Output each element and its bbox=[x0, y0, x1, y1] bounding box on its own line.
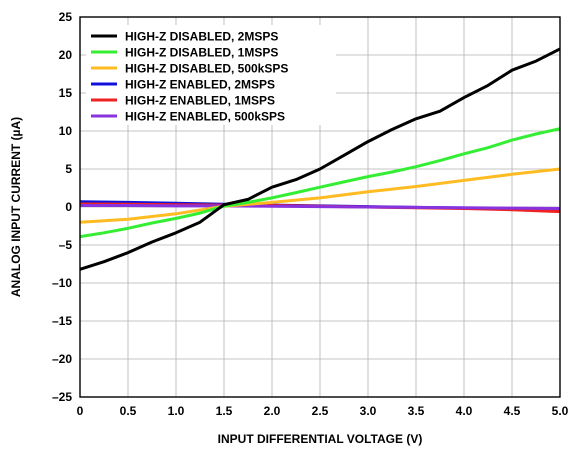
x-tick-label: 3.0 bbox=[360, 404, 377, 418]
x-tick-label: 4.0 bbox=[456, 404, 473, 418]
y-axis-title: ANALOG INPUT CURRENT (µA) bbox=[9, 117, 23, 297]
x-tick-label: 5.0 bbox=[552, 404, 569, 418]
x-axis-title: INPUT DIFFERENTIAL VOLTAGE (V) bbox=[218, 432, 423, 446]
x-tick-label: 0.5 bbox=[120, 404, 137, 418]
series-line bbox=[79, 47, 561, 271]
x-tick-label: 0 bbox=[77, 404, 84, 418]
series-line bbox=[79, 127, 561, 239]
y-tick-label: 0 bbox=[65, 200, 72, 214]
y-tick-label: 25 bbox=[59, 10, 73, 24]
y-tick-label: –15 bbox=[52, 314, 72, 328]
y-tick-label: 15 bbox=[59, 86, 73, 100]
series-lines bbox=[79, 47, 561, 271]
legend-background bbox=[86, 25, 336, 125]
y-tick-label: 20 bbox=[59, 48, 73, 62]
legend-label: HIGH-Z ENABLED, 2MSPS bbox=[125, 78, 275, 92]
series-line bbox=[79, 167, 561, 224]
y-tick-label: 10 bbox=[59, 124, 73, 138]
x-tick-label: 2.5 bbox=[312, 404, 329, 418]
legend-label: HIGH-Z DISABLED, 2MSPS bbox=[125, 30, 278, 44]
y-tick-label: –5 bbox=[59, 238, 73, 252]
x-tick-label: 2.0 bbox=[264, 404, 281, 418]
y-tick-label: –10 bbox=[52, 276, 72, 290]
y-tick-label: 5 bbox=[65, 162, 72, 176]
x-tick-label: 3.5 bbox=[408, 404, 425, 418]
legend-label: HIGH-Z ENABLED, 1MSPS bbox=[125, 94, 275, 108]
y-tick-label: –25 bbox=[52, 390, 72, 404]
plot-frame bbox=[79, 16, 561, 398]
legend: HIGH-Z DISABLED, 2MSPS HIGH-Z DISABLED, 1… bbox=[86, 25, 336, 125]
x-tick-label: 4.5 bbox=[504, 404, 521, 418]
legend-label: HIGH-Z ENABLED, 500kSPS bbox=[125, 110, 285, 124]
x-tick-label: 1.5 bbox=[216, 404, 233, 418]
x-tick-label: 1.0 bbox=[168, 404, 185, 418]
legend-label: HIGH-Z DISABLED, 1MSPS bbox=[125, 46, 278, 60]
legend-label: HIGH-Z DISABLED, 500kSPS bbox=[125, 62, 288, 76]
series-line bbox=[80, 204, 561, 210]
tick-labels: 0 0.5 1.0 1.5 2.0 2.5 3.0 3.5 4.0 4.5 5.0 25 20 15 10 5… bbox=[52, 10, 569, 418]
y-tick-label: –20 bbox=[52, 352, 72, 366]
